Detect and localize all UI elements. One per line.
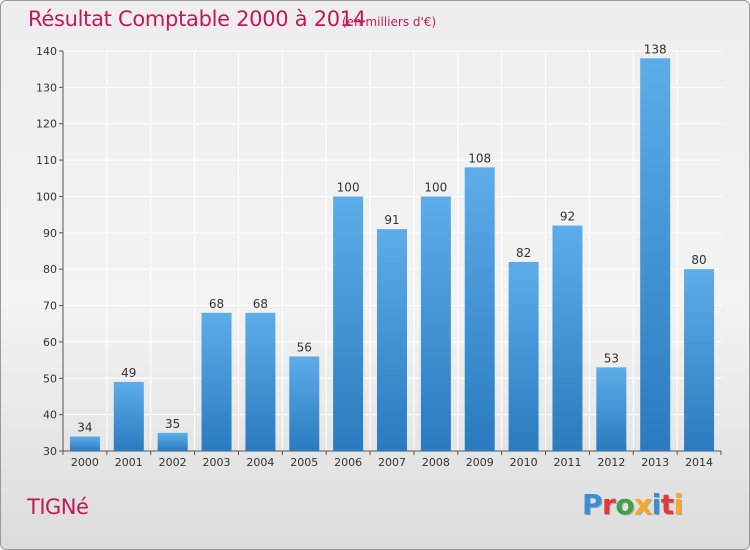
logo-letter: i	[673, 488, 684, 521]
chart-subtitle: (en milliers d'€)	[342, 15, 437, 29]
bar	[157, 432, 188, 451]
y-tick-label: 30	[43, 445, 57, 458]
bar	[464, 167, 495, 451]
x-tick-label: 2003	[203, 456, 231, 469]
data-label: 91	[384, 213, 399, 227]
bar	[640, 58, 671, 451]
y-tick-label: 90	[43, 227, 57, 240]
bar	[201, 312, 232, 451]
data-label: 82	[516, 246, 531, 260]
x-tick-label: 2008	[422, 456, 450, 469]
x-tick-label: 2005	[290, 456, 318, 469]
x-tick-label: 2007	[378, 456, 406, 469]
data-label: 138	[644, 42, 667, 56]
bar	[552, 225, 583, 451]
y-tick-label: 110	[36, 154, 57, 167]
x-tick-label: 2012	[597, 456, 625, 469]
labels: 30 40 50 60 70 80 90 100 110 120 130 140 34 2000 49 200…	[36, 42, 713, 469]
proxiti-logo: Proxiti	[582, 488, 683, 521]
logo-letter: i	[651, 488, 662, 521]
y-tick-label: 130	[36, 81, 57, 94]
data-label: 49	[121, 366, 136, 380]
y-tick-label: 40	[43, 409, 57, 422]
y-tick-label: 140	[36, 45, 57, 58]
x-tick-label: 2000	[71, 456, 99, 469]
bar	[420, 196, 451, 451]
logo-letter: o	[615, 488, 635, 521]
data-label: 100	[424, 180, 447, 194]
y-tick-label: 60	[43, 336, 57, 349]
data-label: 92	[560, 210, 575, 224]
bar	[684, 269, 715, 451]
bar	[333, 196, 364, 451]
logo-letter: r	[602, 488, 616, 521]
x-tick-label: 2009	[466, 456, 494, 469]
bar	[596, 367, 627, 451]
data-label: 80	[691, 253, 706, 267]
y-tick-label: 120	[36, 118, 57, 131]
data-label: 56	[297, 340, 312, 354]
bar	[289, 356, 320, 451]
data-label: 68	[253, 297, 268, 311]
logo-letter: x	[634, 488, 652, 521]
bar	[508, 261, 539, 451]
data-label: 68	[209, 297, 224, 311]
x-tick-label: 2011	[553, 456, 581, 469]
data-label: 53	[604, 351, 619, 365]
y-tick-label: 70	[43, 300, 57, 313]
x-tick-label: 2006	[334, 456, 362, 469]
bar	[69, 436, 100, 451]
x-tick-label: 2014	[685, 456, 713, 469]
x-tick-label: 2010	[510, 456, 538, 469]
bar	[377, 229, 407, 451]
logo-letter: t	[660, 488, 674, 521]
data-label: 100	[337, 180, 360, 194]
x-tick-label: 2004	[246, 456, 274, 469]
bars	[69, 58, 715, 451]
bar	[113, 381, 144, 451]
bar	[245, 312, 276, 451]
data-label: 35	[165, 417, 180, 431]
commune-name: TIGNé	[27, 495, 89, 519]
y-tick-label: 80	[43, 263, 57, 276]
x-tick-label: 2001	[115, 456, 143, 469]
logo-letter: P	[582, 488, 603, 521]
y-tick-label: 100	[36, 190, 57, 203]
data-label: 108	[468, 151, 491, 165]
data-label: 34	[77, 420, 92, 434]
chart-title: Résultat Comptable 2000 à 2014	[28, 7, 366, 31]
y-tick-label: 50	[43, 372, 57, 385]
x-tick-label: 2002	[159, 456, 187, 469]
x-tick-label: 2013	[641, 456, 669, 469]
